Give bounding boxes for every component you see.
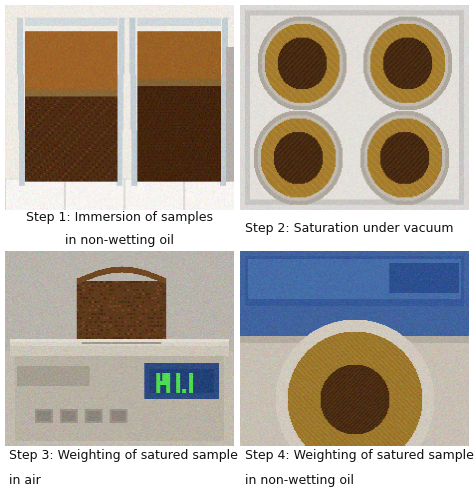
Text: in non-wetting oil: in non-wetting oil: [245, 474, 354, 487]
Text: in air: in air: [9, 474, 41, 487]
Text: Step 4: Weighting of satured sample: Step 4: Weighting of satured sample: [245, 448, 474, 462]
Text: Step 2: Saturation under vacuum: Step 2: Saturation under vacuum: [245, 222, 454, 235]
Text: Step 1: Immersion of samples: Step 1: Immersion of samples: [26, 211, 213, 224]
Text: in non-wetting oil: in non-wetting oil: [64, 234, 173, 247]
Text: Step 3: Weighting of satured sample: Step 3: Weighting of satured sample: [9, 448, 238, 462]
